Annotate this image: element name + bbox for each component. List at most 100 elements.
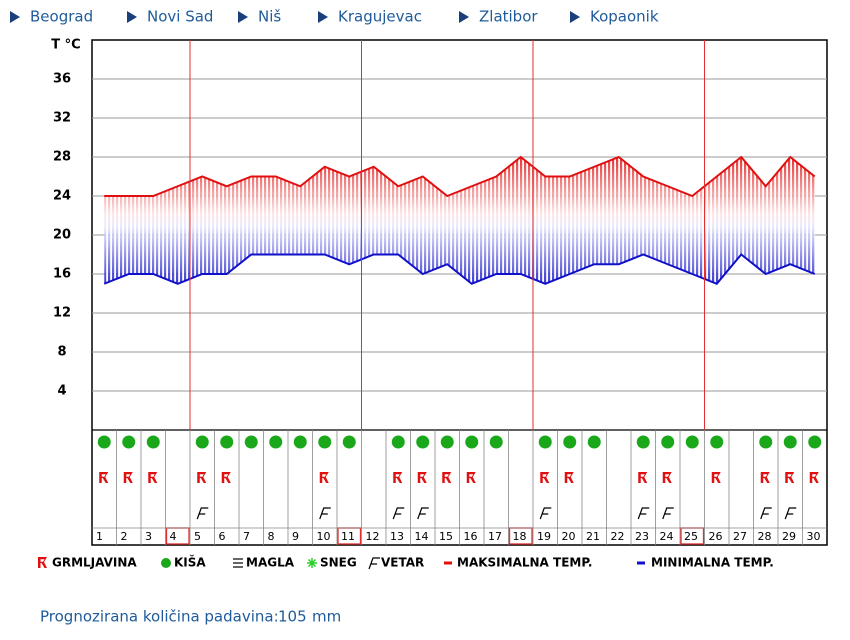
legend-label: MINIMALNA TEMP. (651, 556, 774, 570)
day-label: 20 (562, 530, 576, 543)
rain-icon (122, 435, 136, 449)
rain-icon (146, 435, 160, 449)
legend-label: MAKSIMALNA TEMP. (457, 556, 593, 570)
nav-arrow (238, 11, 248, 23)
legend-label: SNEG (320, 556, 357, 570)
legend-label: KIŠA (174, 555, 206, 570)
wind-icon (319, 507, 331, 520)
day-label: 22 (611, 530, 625, 543)
nav-link[interactable]: Zlatibor (479, 8, 538, 26)
rain-icon (220, 435, 234, 449)
nav-arrow (570, 11, 580, 23)
day-label: 27 (733, 530, 747, 543)
nav-arrow (459, 11, 469, 23)
wind-icon (662, 507, 674, 520)
rain-icon (440, 435, 454, 449)
nav-link[interactable]: Niš (258, 8, 281, 26)
day-label: 11 (341, 530, 355, 543)
rain-icon (391, 435, 405, 449)
day-label: 9 (292, 530, 299, 543)
wind-icon (417, 507, 429, 520)
storm-icon (197, 472, 207, 483)
day-label: 29 (782, 530, 796, 543)
y-tick-label: 8 (57, 345, 66, 360)
day-label: 10 (317, 530, 331, 543)
rain-icon (416, 435, 430, 449)
day-label: 23 (635, 530, 649, 543)
day-label: 2 (121, 530, 128, 543)
rain-icon (636, 435, 650, 449)
legend-storm-icon (38, 557, 47, 568)
storm-icon (785, 472, 795, 483)
legend-rain-icon (161, 558, 171, 568)
storm-icon (809, 472, 819, 483)
storm-icon (442, 472, 452, 483)
storm-icon (760, 472, 770, 483)
nav-link[interactable]: Beograd (30, 8, 93, 26)
rain-icon (269, 435, 283, 449)
y-tick-label: 12 (53, 306, 71, 321)
storm-icon (393, 472, 403, 483)
storm-icon (711, 472, 721, 483)
day-label: 8 (268, 530, 275, 543)
storm-icon (540, 472, 550, 483)
day-label: 13 (390, 530, 404, 543)
precip-value: 105 (278, 608, 307, 626)
day-label: 7 (243, 530, 250, 543)
day-label: 15 (439, 530, 453, 543)
storm-icon (638, 472, 648, 483)
storm-icon (662, 472, 672, 483)
wind-icon (196, 507, 209, 520)
y-tick-label: 20 (53, 228, 71, 243)
y-tick-label: 24 (53, 189, 71, 204)
rain-icon (489, 435, 503, 449)
nav-link[interactable]: Kopaonik (590, 8, 659, 26)
rain-icon (465, 435, 479, 449)
day-label: 26 (709, 530, 723, 543)
temp-band-hatch (104, 157, 815, 284)
day-label: 19 (537, 530, 551, 543)
storm-icon (417, 472, 427, 483)
y-tick-label: 32 (53, 111, 71, 126)
legend-wind-icon (368, 557, 380, 570)
day-label: 17 (488, 530, 502, 543)
rain-icon (685, 435, 699, 449)
storm-icon (99, 472, 109, 483)
storm-icon (123, 472, 133, 483)
rain-icon (783, 435, 797, 449)
day-label: 1 (96, 530, 103, 543)
rain-icon (97, 435, 111, 449)
temp-line (103, 253, 816, 285)
precip-unit: mm (312, 608, 341, 626)
wind-icon (784, 507, 797, 520)
legend-snow-icon (307, 558, 317, 568)
day-label: 16 (464, 530, 478, 543)
storm-icon (221, 472, 231, 483)
day-label: 21 (586, 530, 600, 543)
rain-icon (293, 435, 307, 449)
day-label: 4 (170, 530, 177, 543)
storm-icon (319, 472, 329, 483)
day-label: 6 (219, 530, 226, 543)
nav-arrow (127, 11, 137, 23)
day-label: 5 (194, 530, 201, 543)
legend-label: MAGLA (246, 556, 295, 570)
day-label: 28 (758, 530, 772, 543)
nav-link[interactable]: Novi Sad (147, 8, 213, 26)
legend-label: VETAR (381, 556, 424, 570)
wind-icon (637, 507, 650, 520)
storm-icon (148, 472, 158, 483)
day-label: 14 (415, 530, 429, 543)
y-tick-label: 4 (57, 384, 66, 399)
legend-label: GRMLJAVINA (52, 556, 137, 570)
storm-icon (564, 472, 574, 483)
nav-link[interactable]: Kragujevac (338, 8, 422, 26)
rain-icon (661, 435, 675, 449)
rain-icon (318, 435, 332, 449)
temp-line (104, 155, 816, 198)
y-tick-label: 28 (53, 150, 71, 165)
storm-icon (466, 472, 476, 483)
day-label: 30 (807, 530, 821, 543)
